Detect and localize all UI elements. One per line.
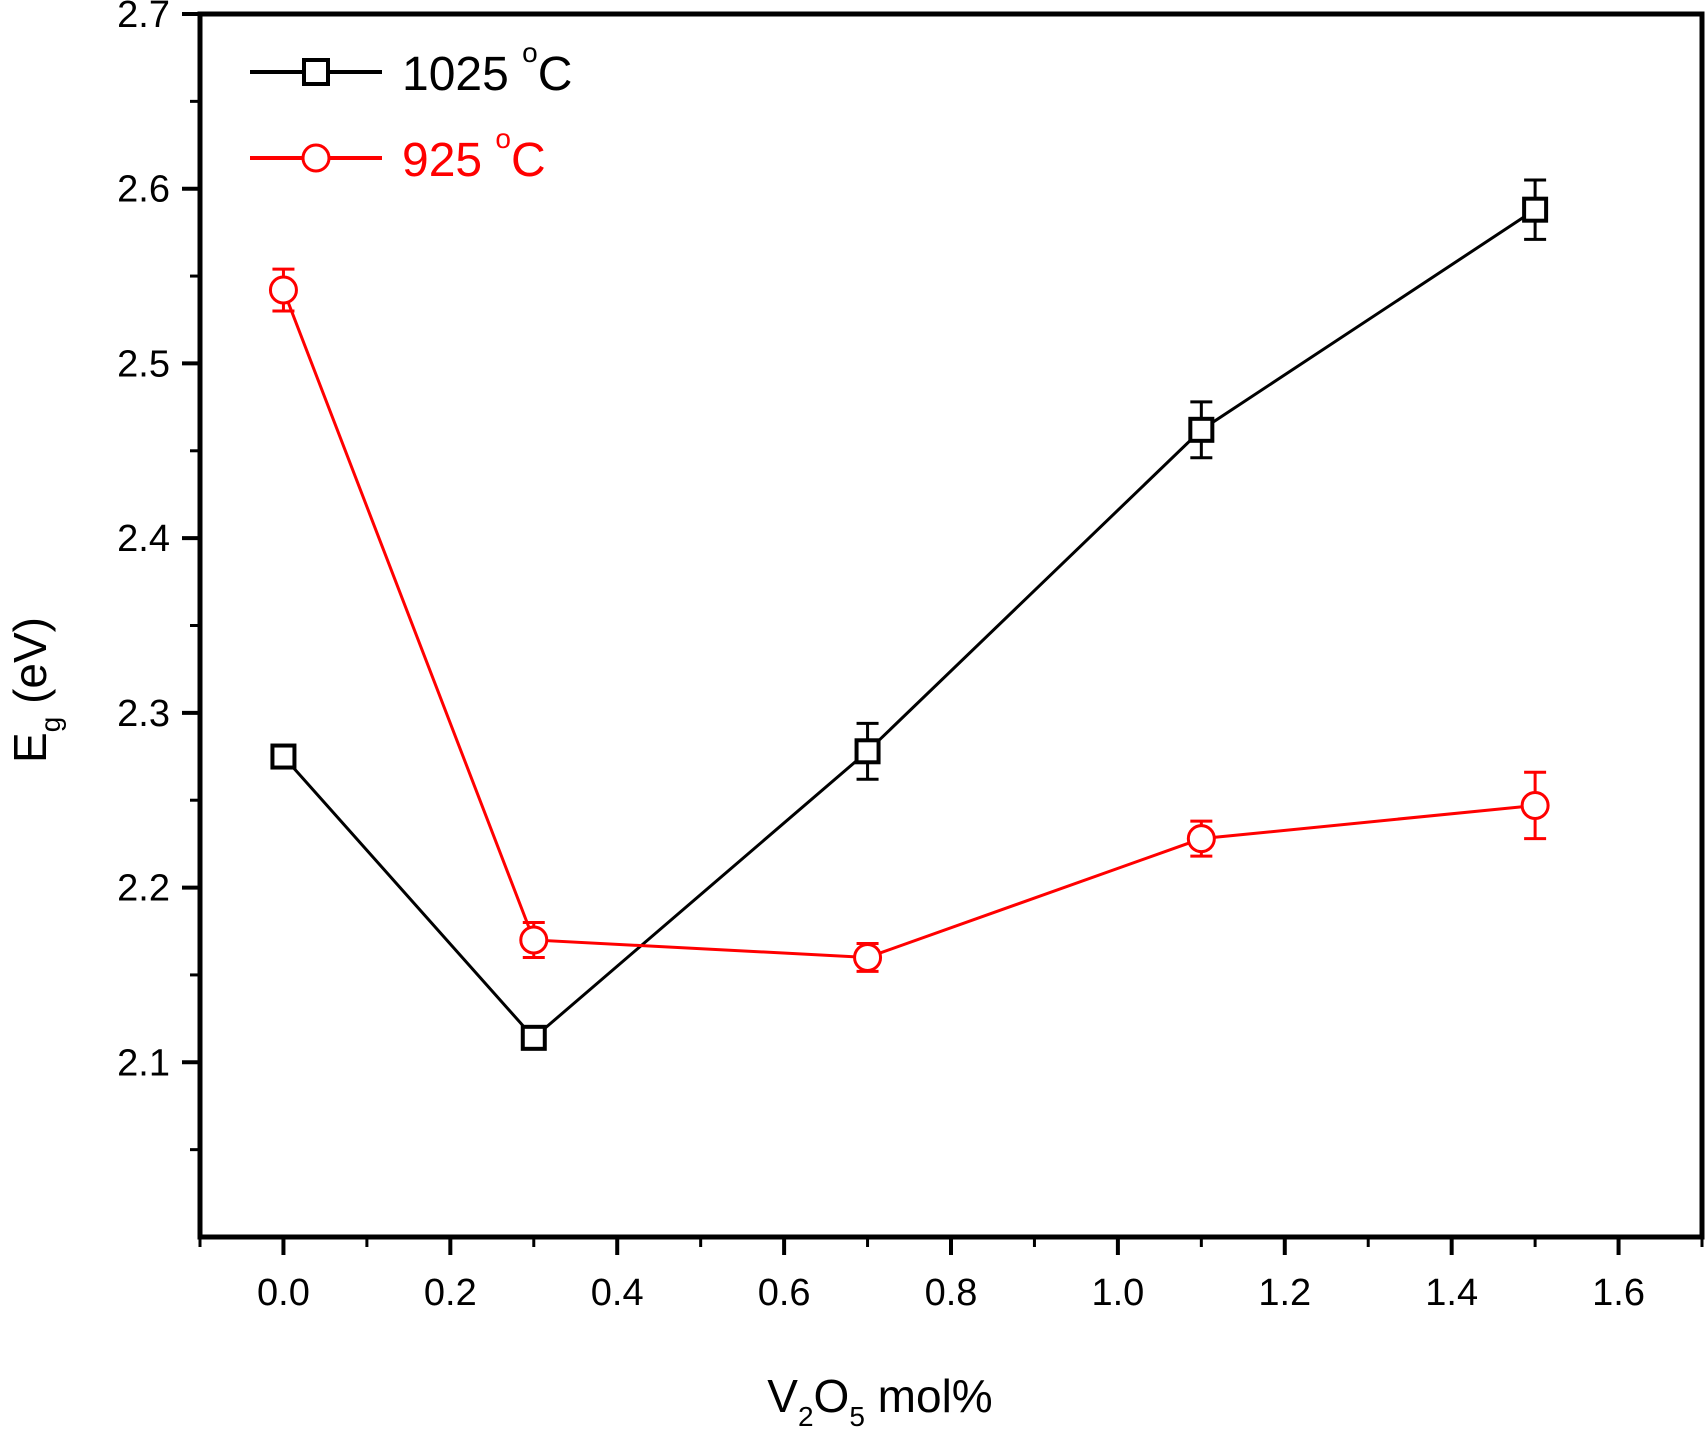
x-tick-label: 0.8	[925, 1272, 978, 1314]
x-tick-label: 1.0	[1091, 1272, 1144, 1314]
x-axis-title-sub1: 2	[798, 1401, 814, 1432]
data-point-circle	[1186, 824, 1216, 854]
legend-label-925: 925 oC	[402, 123, 546, 187]
series-1	[268, 267, 1550, 973]
data-point-square	[1522, 196, 1549, 223]
legend-label-1025-deg: o	[522, 37, 538, 68]
x-axis-title-base: V	[767, 1370, 798, 1422]
series-line	[282, 289, 1536, 959]
y-tick-label: 2.2	[117, 868, 170, 910]
legend: 1025 oC 925 oC	[250, 37, 572, 187]
plot-frame	[197, 11, 1705, 1240]
series-line	[282, 208, 1536, 1040]
series-0	[270, 178, 1549, 1051]
y-tick-label: 2.1	[117, 1042, 170, 1084]
x-axis-title-sub2: 5	[849, 1401, 865, 1432]
x-tick-label: 1.6	[1592, 1272, 1645, 1314]
axis-ticks: 0.0 0.2 0.4 0.6 0.8 1.0 1.2 1.4 1.6 2.1 2.2 2.3 2.4 2…	[117, 0, 1704, 1314]
legend-entry-1025: 1025 oC	[250, 37, 572, 101]
legend-entry-925: 925 oC	[250, 123, 546, 187]
y-axis-title-rest: (eV)	[4, 617, 56, 717]
legend-label-925-unit: C	[511, 134, 546, 187]
data-point-square	[854, 738, 881, 765]
x-tick-label: 0.0	[257, 1272, 310, 1314]
x-axis-title-mid: O	[814, 1370, 850, 1422]
data-point-square	[270, 743, 297, 770]
legend-label-1025-num: 1025	[402, 48, 522, 101]
legend-label-925-deg: o	[495, 123, 511, 154]
legend-marker-square	[302, 58, 330, 86]
x-tick-label: 0.6	[758, 1272, 811, 1314]
data-point-circle	[1520, 790, 1550, 820]
data-point-square	[520, 1024, 547, 1051]
x-axis-title: V2O5 mol%	[767, 1370, 992, 1432]
x-tick-label: 1.2	[1258, 1272, 1311, 1314]
legend-marker-circle	[301, 143, 331, 173]
legend-label-1025-unit: C	[538, 48, 573, 101]
y-tick-label: 2.6	[117, 169, 170, 211]
y-tick-label: 2.3	[117, 693, 170, 735]
legend-label-1025: 1025 oC	[402, 37, 572, 101]
y-tick-label: 2.5	[117, 343, 170, 385]
data-point-circle	[519, 925, 549, 955]
y-axis-title-base: E	[4, 732, 56, 763]
y-axis-title-sub: g	[35, 717, 66, 733]
y-axis-title: Eg (eV)	[4, 617, 66, 763]
data-point-circle	[853, 942, 883, 972]
x-tick-label: 1.4	[1425, 1272, 1478, 1314]
data-point-square	[1188, 416, 1215, 443]
data-point-circle	[268, 275, 298, 305]
y-tick-label: 2.7	[117, 0, 170, 36]
series-layer	[268, 178, 1550, 1051]
x-axis-title-rest: mol%	[865, 1370, 993, 1422]
y-tick-label: 2.4	[117, 518, 170, 560]
x-tick-label: 0.2	[424, 1272, 477, 1314]
x-tick-label: 0.4	[591, 1272, 644, 1314]
legend-label-925-num: 925	[402, 134, 495, 187]
